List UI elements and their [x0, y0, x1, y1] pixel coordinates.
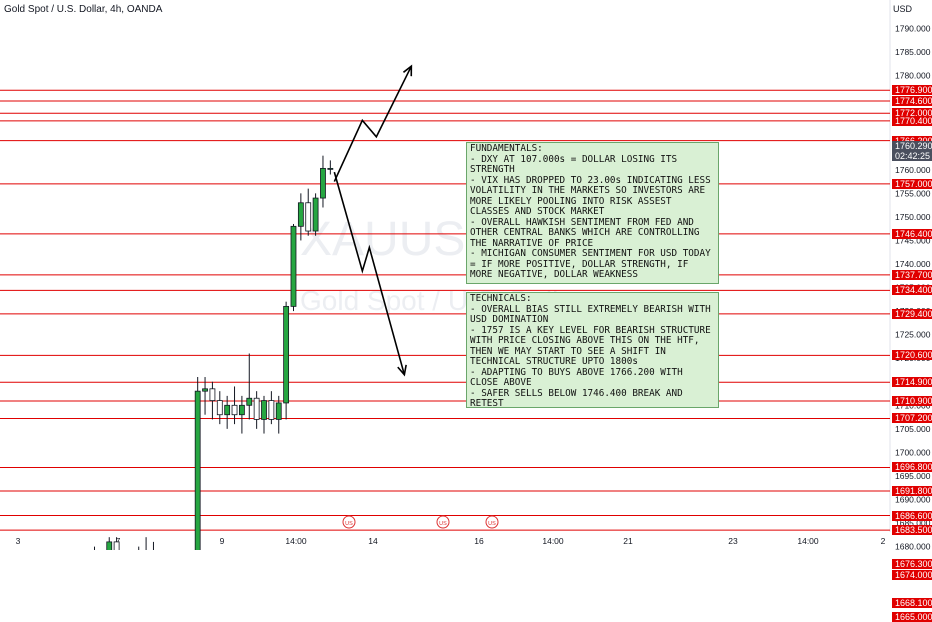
price-level-label: 1674.000: [892, 569, 932, 580]
time-tick-label: 2: [881, 536, 886, 546]
price-tick-label: 1685.000: [895, 518, 931, 528]
price-tick-label: 1725.000: [895, 330, 931, 340]
price-level-label: 1683.500: [892, 525, 932, 536]
price-level-label: 1720.600: [892, 350, 932, 361]
price-level-label: 1776.900: [892, 85, 932, 96]
price-level-label: 1772.000: [892, 108, 932, 119]
event-flag-icon: [485, 515, 499, 529]
time-tick-label: 14: [368, 536, 378, 546]
symbol-title: Gold Spot / U.S. Dollar, 4h, OANDA: [4, 4, 163, 15]
price-tick-label: 1745.000: [895, 235, 931, 245]
price-level-label: 1746.400: [892, 228, 932, 239]
price-level-label: 1676.300: [892, 559, 932, 570]
price-tick-label: 1780.000: [895, 71, 931, 81]
price-tick-label: 1750.000: [895, 212, 931, 222]
technicals-note[interactable]: TECHNICALS: - OVERALL BIAS STILL EXTREME…: [466, 292, 719, 409]
time-tick-label: 7: [116, 536, 121, 546]
time-tick-label: 21: [623, 536, 633, 546]
candle-body: [268, 400, 275, 420]
price-level-label: 1691.800: [892, 486, 932, 497]
bearish-projection-arrow: [333, 171, 406, 375]
time-tick-label: 3: [16, 536, 21, 546]
current-price-tag: 1760.290 02:42:25: [892, 141, 932, 161]
candle-body: [312, 197, 319, 232]
price-level-label: 1665.000: [892, 612, 932, 622]
time-tick-label: 14:00: [285, 536, 307, 546]
candle-body: [327, 167, 334, 170]
currency-label: USD: [893, 4, 913, 14]
bullish-projection-arrow-head: [402, 64, 413, 77]
bullish-projection-arrow: [333, 65, 413, 182]
candle-body: [297, 202, 304, 227]
candle-body: [305, 202, 312, 232]
candle-body: [216, 400, 223, 416]
price-tick-label: 1760.000: [895, 165, 931, 175]
price-tick-label: 1785.000: [895, 47, 931, 57]
time-tick-label: 14:00: [542, 536, 564, 546]
candle-body: [275, 402, 282, 420]
price-level-label: 1714.900: [892, 377, 932, 388]
candle-body: [261, 400, 267, 420]
price-level-label: 1766.200: [892, 135, 932, 146]
price-level-label: 1770.400: [892, 115, 932, 126]
time-tick-label: 16: [474, 536, 484, 546]
candle-body: [290, 225, 297, 307]
candle-body: [283, 305, 290, 404]
price-tick-label: 1740.000: [895, 259, 931, 269]
time-tick-label: 9: [220, 536, 225, 546]
candle-body: [113, 541, 120, 550]
price-tick-label: 1690.000: [895, 495, 931, 505]
event-flag-icon: [436, 515, 450, 529]
time-tick-label: 14:00: [797, 536, 819, 546]
price-tick-label: 1790.000: [895, 24, 931, 34]
price-level-label: 1696.800: [892, 462, 932, 473]
candle-body: [106, 541, 113, 550]
price-level-label: 1668.100: [892, 597, 932, 608]
event-flag-label: US: [345, 521, 353, 527]
price-tick-label: 1705.000: [895, 424, 931, 434]
candle-body: [253, 397, 260, 420]
price-tick-label: 1680.000: [895, 542, 931, 550]
price-tick-label: 1695.000: [895, 471, 931, 481]
price-level-label: 1734.400: [892, 285, 932, 296]
candle-body: [194, 390, 201, 550]
price-level-label: 1737.700: [892, 269, 932, 280]
candle-body: [238, 404, 245, 416]
price-level-label: 1710.900: [892, 396, 932, 407]
candle-body: [231, 404, 238, 416]
event-flag-label: US: [488, 521, 496, 527]
candle-body: [202, 388, 208, 392]
price-tick-label: 1755.000: [895, 188, 931, 198]
bearish-projection-arrow-head: [397, 364, 407, 377]
price-level-label: 1757.000: [892, 178, 932, 189]
candle-body: [209, 388, 216, 401]
event-flag-label: US: [439, 521, 447, 527]
time-tick-label: 23: [728, 536, 738, 546]
price-tick-label: 1700.000: [895, 447, 931, 457]
candle-body: [224, 404, 231, 416]
candle-body: [320, 167, 326, 199]
candle-body: [246, 397, 253, 406]
price-level-label: 1686.600: [892, 510, 932, 521]
event-flag-icon: [342, 515, 356, 529]
current-price: 1760.290: [895, 141, 932, 151]
bar-countdown: 02:42:25: [895, 151, 931, 161]
price-level-label: 1774.600: [892, 96, 932, 107]
price-level-label: 1729.400: [892, 308, 932, 319]
price-level-label: 1707.200: [892, 413, 932, 424]
fundamentals-note[interactable]: FUNDAMENTALS: - DXY AT 107.000s = DOLLAR…: [466, 142, 719, 284]
